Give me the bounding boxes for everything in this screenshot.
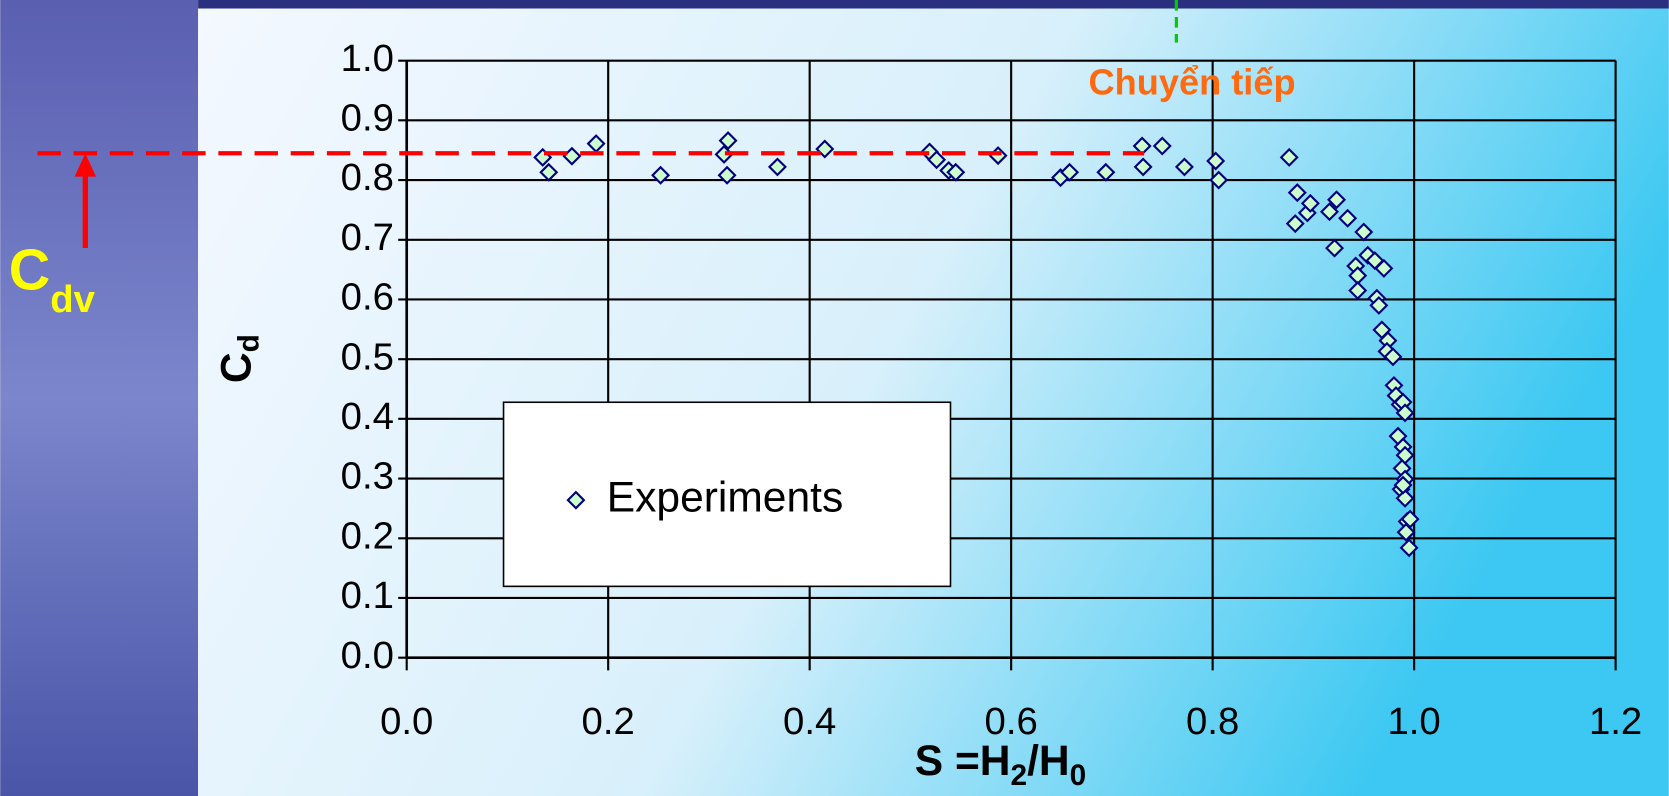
x-tick-label: 0.4 — [783, 700, 836, 743]
x-label-sub: 2 — [1011, 759, 1028, 792]
y-tick-label: 0.7 — [341, 216, 394, 259]
x-tick-label: 0.6 — [985, 700, 1038, 743]
panel-top-border — [198, 0, 1669, 9]
y-tick-label: 0.0 — [341, 634, 394, 677]
y-tick-label: 0.1 — [341, 574, 394, 617]
x-tick-label: 0.0 — [380, 700, 433, 743]
x-tick-label: 0.8 — [1186, 700, 1239, 743]
y-tick-label: 0.9 — [341, 96, 394, 139]
chart: 0.0 0.1 0.2 0.3 0.4 0.5 0.6 0.7 0.8 0.9 1.0 0.0 0.2 0… — [0, 0, 1669, 796]
y-tick-label: 0.2 — [341, 514, 394, 557]
x-tick-label: 0.2 — [582, 700, 635, 743]
y-tick-label: 0.3 — [341, 455, 394, 498]
y-label-main: C — [213, 352, 261, 383]
y-tick-label: 0.4 — [341, 395, 394, 438]
x-axis-label: S =H2/H0 — [915, 737, 1086, 791]
cdv-main: C — [9, 239, 51, 303]
x-label-sub: 0 — [1070, 759, 1087, 792]
y-label-sub: d — [232, 334, 265, 352]
cdv-sub: dv — [50, 278, 95, 321]
y-tick-label: 0.8 — [341, 156, 394, 199]
x-tick-label: 1.0 — [1387, 700, 1440, 743]
y-tick-label: 0.6 — [341, 276, 394, 319]
annotation: Chuyển tiếp — [1089, 62, 1296, 103]
legend-label: Experiments — [607, 473, 843, 521]
legend: Experiments — [568, 473, 843, 521]
x-label-part: /H — [1027, 737, 1070, 785]
page: {"chart_data": {"type": "scatter", "anno… — [0, 0, 1669, 796]
side-background — [0, 0, 198, 796]
y-tick-label: 0.5 — [341, 335, 394, 378]
x-tick-label: 1.2 — [1589, 700, 1642, 743]
x-label-part: S =H — [915, 737, 1011, 785]
y-tick-label: 1.0 — [341, 37, 394, 80]
